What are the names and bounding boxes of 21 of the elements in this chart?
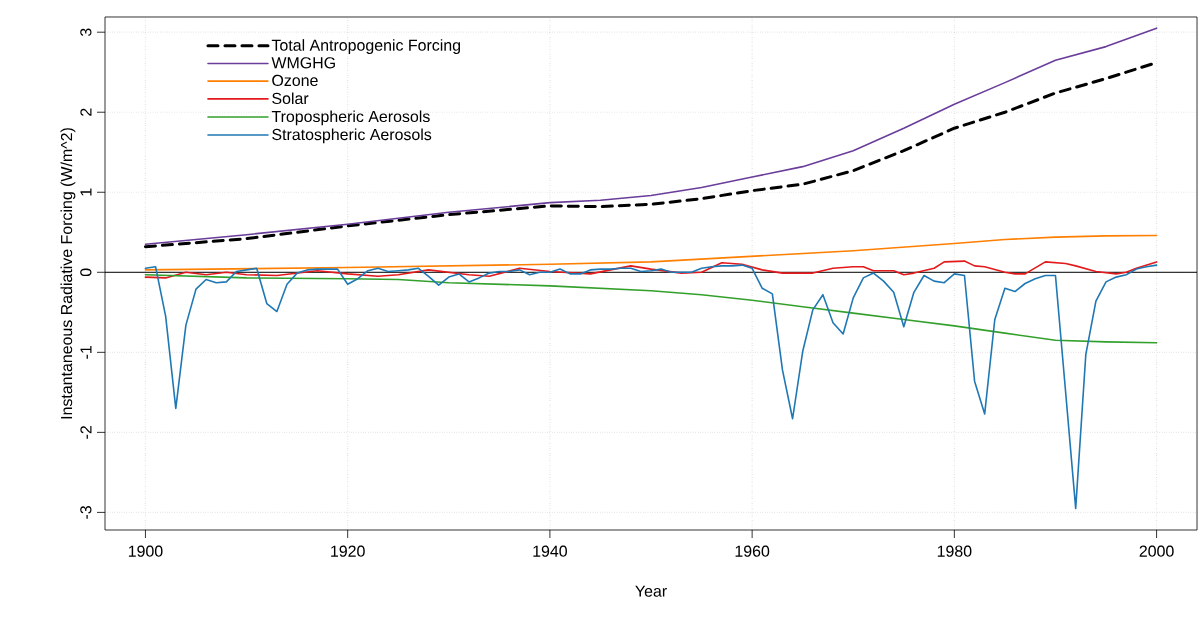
- y-axis-title: Instantaneous Radiative Forcing (W/m^2): [60, 128, 76, 419]
- legend-label: Tropospheric Aerosols: [271, 110, 430, 126]
- x-tick-label: 1940: [533, 545, 567, 557]
- legend-label: Solar: [272, 92, 309, 105]
- legend-label: Stratospheric Aerosols: [272, 128, 432, 144]
- x-tick-label: 1980: [937, 545, 972, 557]
- y-tick-label: -2: [80, 426, 92, 439]
- legend-label: Total Antropogenic Forcing: [271, 39, 461, 54]
- legend-label: WMGHG: [271, 57, 335, 69]
- x-tick-label: 1920: [331, 545, 365, 557]
- y-tick-label: 3: [80, 28, 92, 37]
- x-tick-label: 2000: [1139, 545, 1174, 557]
- y-tick-label: -1: [80, 346, 92, 359]
- x-axis-title: Year: [635, 585, 667, 597]
- y-tick-label: 2: [80, 108, 92, 116]
- legend-label: Ozone: [272, 74, 318, 87]
- y-tick-label: 0: [80, 268, 92, 277]
- y-tick-label: 1: [80, 188, 92, 196]
- x-tick-label: 1900: [128, 545, 163, 557]
- y-tick-label: -3: [80, 506, 92, 519]
- x-tick-label: 1960: [735, 545, 770, 557]
